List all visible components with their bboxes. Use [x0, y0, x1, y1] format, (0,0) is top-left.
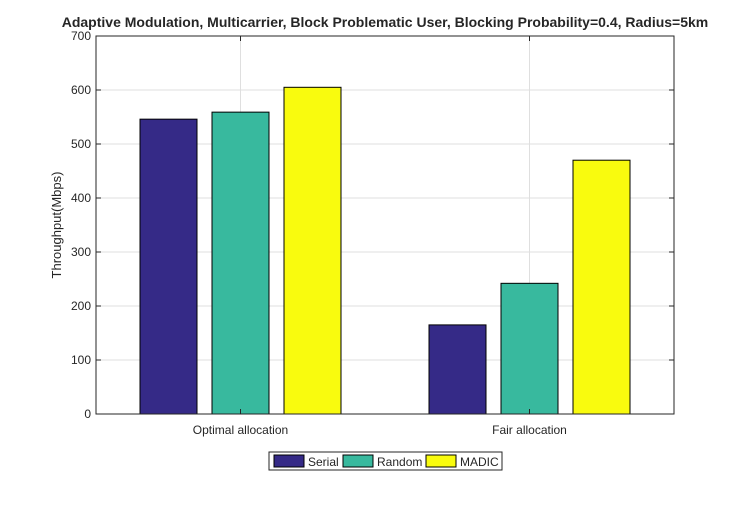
- legend-label-serial: Serial: [308, 455, 339, 469]
- y-tick-label: 500: [71, 137, 91, 151]
- y-tick-label: 700: [71, 29, 91, 43]
- y-tick-label: 300: [71, 245, 91, 259]
- y-axis-label: Throughput(Mbps): [49, 172, 64, 279]
- bars-group: [139, 86, 631, 415]
- y-tick-label: 0: [84, 407, 91, 421]
- y-tick-label: 400: [71, 191, 91, 205]
- legend-swatch-serial: [273, 454, 305, 468]
- y-tick-label: 100: [71, 353, 91, 367]
- x-tick-label: Fair allocation: [492, 423, 567, 437]
- legend: Serial Random MADIC: [268, 451, 503, 471]
- y-tick-label: 600: [71, 83, 91, 97]
- plot-border: [95, 35, 675, 415]
- bar-random-optimal: [211, 111, 270, 415]
- legend-swatch-madic: [425, 454, 457, 468]
- chart-title: Adaptive Modulation, Multicarrier, Block…: [62, 14, 709, 30]
- bar-madic-fair: [572, 159, 631, 415]
- legend-label-random: Random: [377, 455, 422, 469]
- y-tick-label: 200: [71, 299, 91, 313]
- bar-serial-optimal: [139, 118, 198, 415]
- bar-madic-optimal: [283, 86, 342, 415]
- bar-random-fair: [500, 282, 559, 415]
- y-axis-ticks: 0 100 200 300 400 500 600 700: [71, 29, 674, 421]
- legend-swatch-random: [342, 454, 374, 468]
- legend-label-madic: MADIC: [460, 455, 499, 469]
- x-axis-ticks: Optimal allocation Fair allocation: [193, 36, 567, 437]
- x-tick-label: Optimal allocation: [193, 423, 288, 437]
- bar-serial-fair: [428, 324, 487, 415]
